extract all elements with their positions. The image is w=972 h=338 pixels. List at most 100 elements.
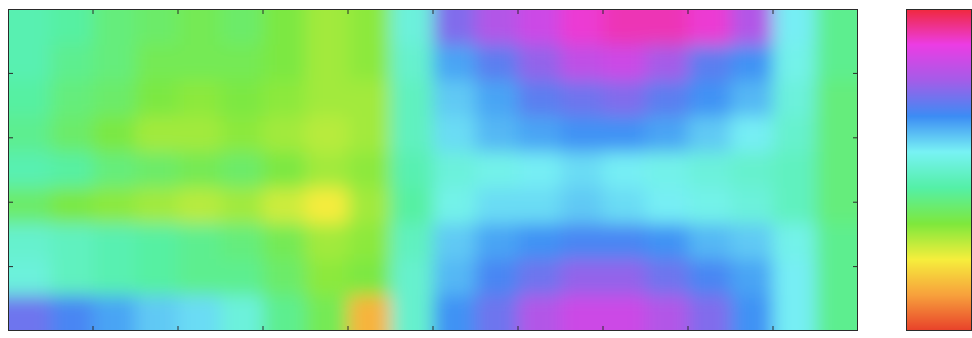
heatmap-cell (815, 9, 858, 46)
heatmap-cell (730, 80, 774, 117)
heatmap-cell (220, 80, 264, 117)
heatmap-cell (645, 9, 689, 46)
heatmap-cell (8, 295, 52, 331)
heatmap-cell (433, 295, 477, 331)
heatmap-cell (560, 44, 604, 82)
heatmap-cell (305, 44, 349, 82)
heatmap-cell (93, 187, 137, 225)
heatmap-cell (688, 295, 732, 331)
heatmap-cell (263, 116, 307, 153)
heatmap-cell (8, 152, 52, 189)
heatmap-cell (263, 152, 307, 189)
heatmap-cell (178, 187, 222, 225)
heatmap-cell (603, 9, 647, 46)
heatmap-cell (518, 259, 562, 296)
heatmap-cell (730, 9, 774, 46)
heatmap-cell (135, 116, 179, 153)
heatmap-cell (475, 223, 519, 261)
heatmap-cell (475, 259, 519, 296)
heatmap-cell (8, 80, 52, 117)
heatmap-cell (475, 152, 519, 189)
heatmap-cell (688, 259, 732, 296)
heatmap-cells (8, 9, 858, 331)
heatmap-cell (730, 187, 774, 225)
heatmap-cell (773, 9, 817, 46)
heatmap-cell (518, 223, 562, 261)
heatmap-cell (178, 152, 222, 189)
heatmap-cell (348, 187, 392, 225)
heatmap-cell (475, 9, 519, 46)
heatmap-cell (135, 9, 179, 46)
heatmap-cell (603, 152, 647, 189)
heatmap-cell (773, 187, 817, 225)
heatmap-cell (433, 187, 477, 225)
heatmap-cell (178, 116, 222, 153)
heatmap-cell (135, 223, 179, 261)
heatmap-cell (688, 9, 732, 46)
heatmap-cell (390, 223, 434, 261)
heatmap-cell (178, 80, 222, 117)
heatmap-cell (178, 295, 222, 331)
heatmap-plot (8, 9, 858, 331)
heatmap-cell (773, 44, 817, 82)
heatmap-cell (773, 152, 817, 189)
heatmap-cell (518, 152, 562, 189)
heatmap-cell (688, 152, 732, 189)
heatmap-cell (390, 259, 434, 296)
heatmap-cell (433, 44, 477, 82)
heatmap-cell (773, 116, 817, 153)
heatmap-cell (8, 187, 52, 225)
heatmap-cell (263, 295, 307, 331)
heatmap-cell (518, 80, 562, 117)
heatmap-cell (390, 116, 434, 153)
heatmap-cell (135, 187, 179, 225)
heatmap-cell (730, 44, 774, 82)
heatmap-cell (603, 259, 647, 296)
heatmap-cell (730, 116, 774, 153)
heatmap-cell (220, 152, 264, 189)
colorbar-gradient (906, 9, 972, 331)
heatmap-cell (220, 9, 264, 46)
heatmap-cell (93, 44, 137, 82)
heatmap-cell (433, 9, 477, 46)
heatmap-cell (773, 223, 817, 261)
heatmap-cell (305, 116, 349, 153)
heatmap-cell (645, 152, 689, 189)
heatmap-cell (433, 259, 477, 296)
heatmap-cell (390, 9, 434, 46)
heatmap-cell (433, 152, 477, 189)
heatmap-cell (348, 80, 392, 117)
heatmap-cell (390, 44, 434, 82)
heatmap-cell (688, 223, 732, 261)
heatmap-cell (178, 44, 222, 82)
heatmap-cell (178, 259, 222, 296)
heatmap-cell (815, 116, 858, 153)
heatmap-cell (135, 152, 179, 189)
heatmap-cell (50, 259, 94, 296)
heatmap-cell (50, 44, 94, 82)
heatmap-cell (93, 295, 137, 331)
heatmap-cell (305, 259, 349, 296)
heatmap-cell (433, 116, 477, 153)
heatmap-cell (518, 295, 562, 331)
heatmap-cell (560, 116, 604, 153)
heatmap-cell (50, 223, 94, 261)
heatmap-cell (135, 80, 179, 117)
heatmap-cell (475, 187, 519, 225)
heatmap-cell (93, 223, 137, 261)
heatmap-cell (645, 187, 689, 225)
heatmap-cell (730, 259, 774, 296)
heatmap-cell (645, 223, 689, 261)
heatmap-cell (50, 152, 94, 189)
heatmap-cell (475, 44, 519, 82)
heatmap-cell (8, 259, 52, 296)
heatmap-cell (93, 259, 137, 296)
heatmap-cell (8, 9, 52, 46)
heatmap-cell (263, 80, 307, 117)
heatmap-cell (305, 9, 349, 46)
heatmap-cell (305, 223, 349, 261)
heatmap-cell (220, 44, 264, 82)
heatmap-cell (305, 295, 349, 331)
heatmap-cell (8, 44, 52, 82)
heatmap-cell (645, 259, 689, 296)
